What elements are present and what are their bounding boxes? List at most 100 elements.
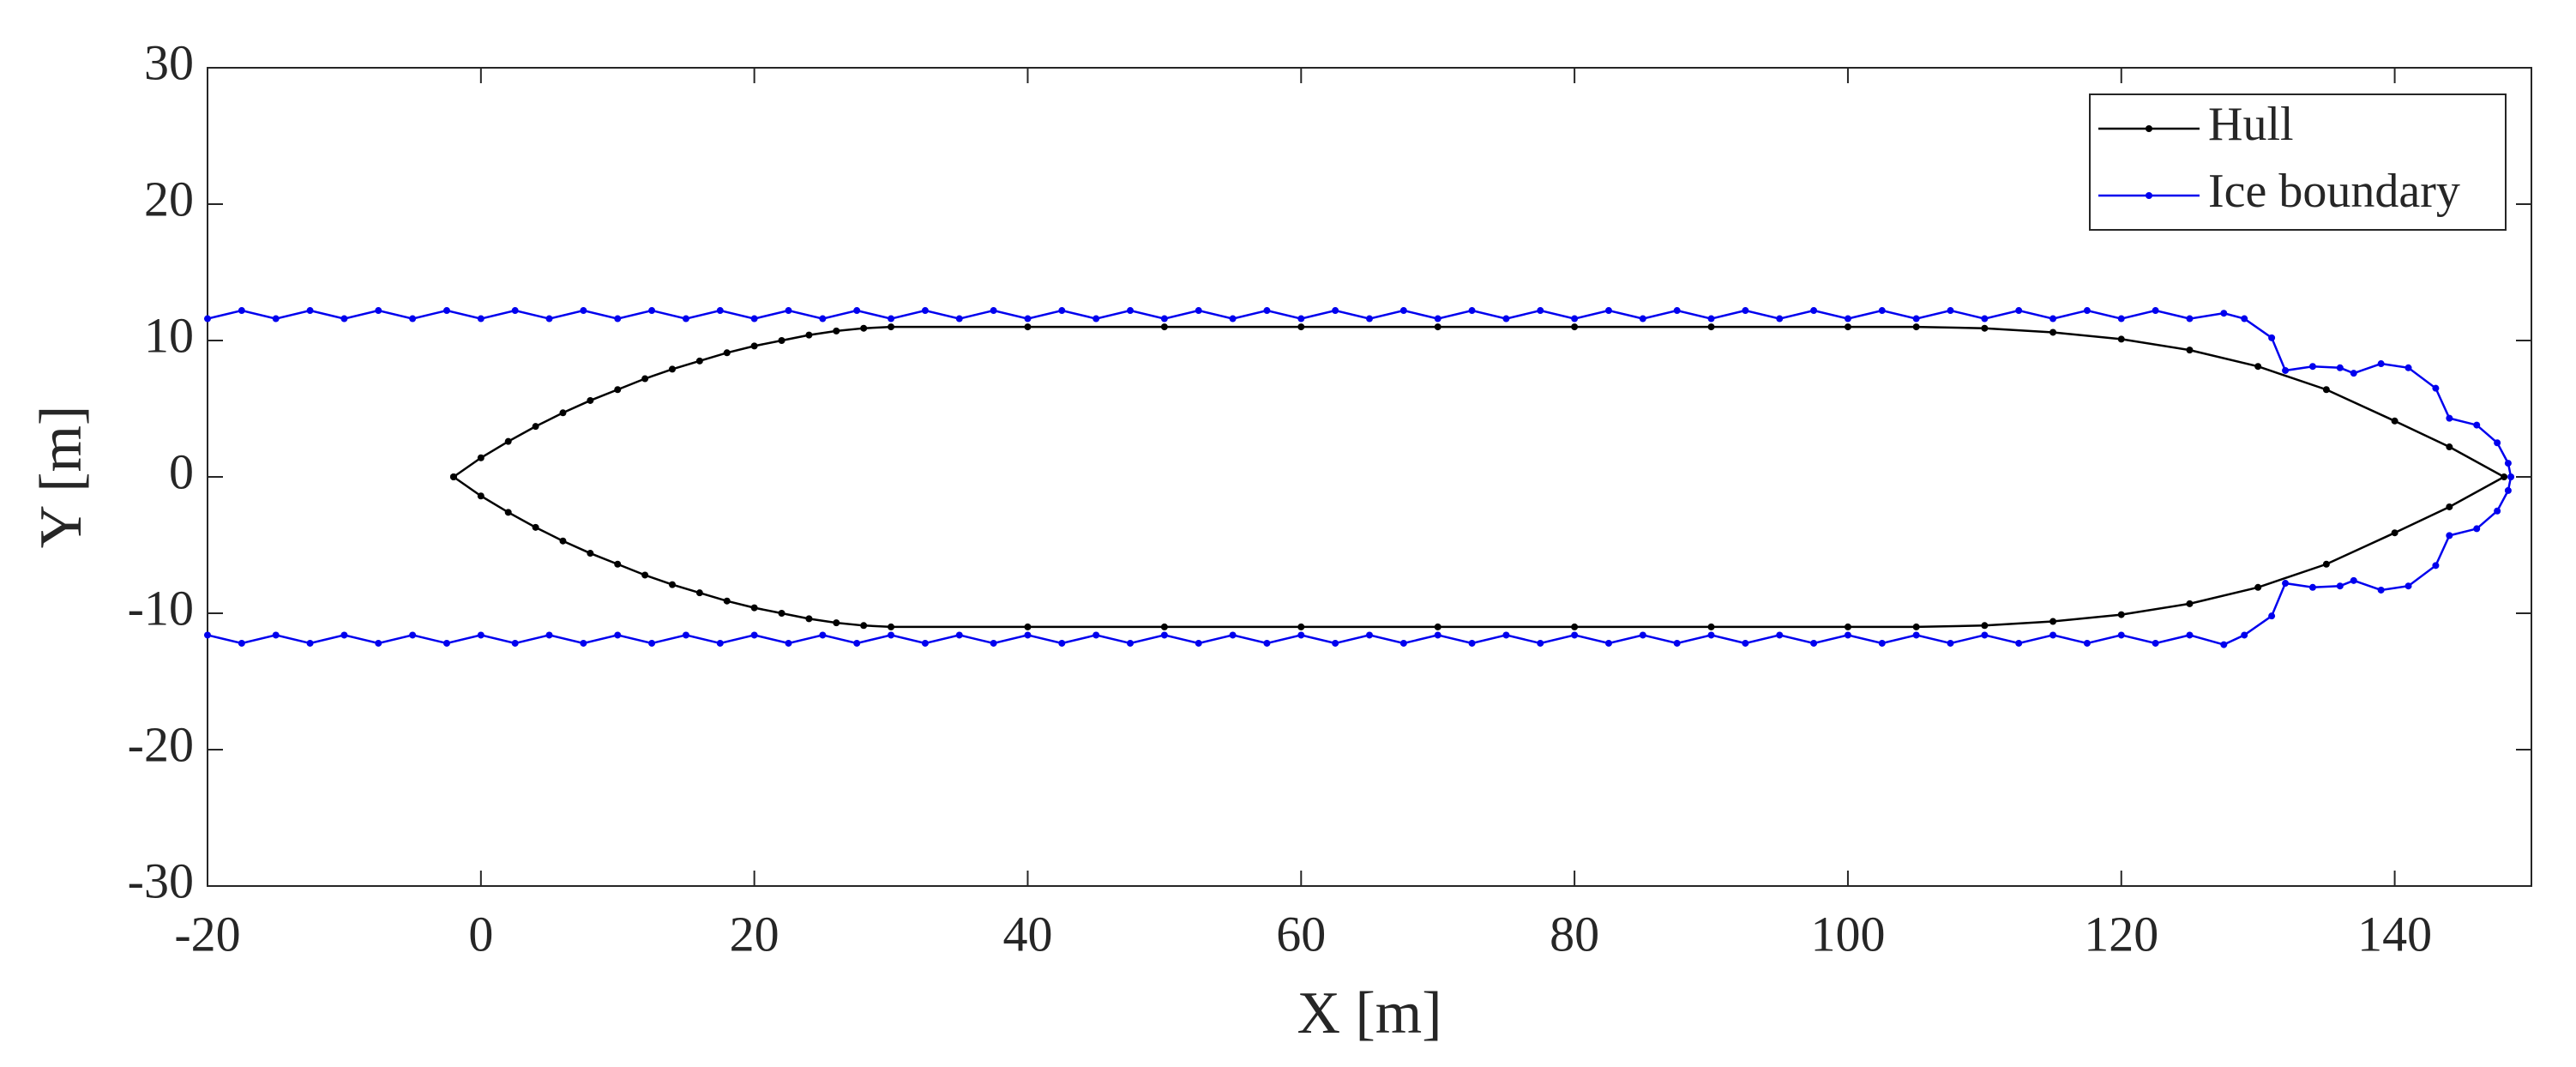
data-point bbox=[1673, 639, 1681, 647]
data-point bbox=[750, 604, 758, 612]
data-point bbox=[1229, 631, 1237, 639]
data-point bbox=[695, 357, 703, 365]
data-point bbox=[238, 639, 245, 647]
x-tick-label: 0 bbox=[468, 906, 493, 962]
data-point bbox=[1058, 639, 1066, 647]
data-point bbox=[1263, 639, 1271, 647]
data-point bbox=[511, 639, 519, 647]
data-point bbox=[921, 639, 929, 647]
data-point bbox=[1332, 639, 1339, 647]
data-point bbox=[2322, 386, 2330, 394]
data-point bbox=[1127, 307, 1135, 315]
data-point bbox=[1434, 631, 1441, 639]
data-point bbox=[682, 315, 689, 323]
data-point bbox=[511, 307, 519, 315]
data-point bbox=[1434, 315, 1441, 323]
data-point bbox=[306, 307, 314, 315]
data-point bbox=[1742, 307, 1749, 315]
data-point bbox=[2254, 363, 2262, 371]
data-point bbox=[1639, 631, 1646, 639]
data-point bbox=[853, 639, 861, 647]
data-point bbox=[2186, 347, 2194, 354]
data-point bbox=[1366, 631, 1373, 639]
data-point bbox=[2507, 473, 2515, 480]
legend-label: Hull bbox=[2208, 98, 2294, 151]
data-point bbox=[2336, 582, 2344, 590]
data-point bbox=[1229, 315, 1237, 323]
data-point bbox=[375, 639, 382, 647]
data-point bbox=[1297, 315, 1305, 323]
x-tick-label: 80 bbox=[1550, 906, 1599, 962]
data-point bbox=[409, 315, 417, 323]
plot-frame bbox=[207, 67, 2532, 887]
data-point bbox=[669, 365, 676, 373]
data-point bbox=[2446, 443, 2453, 451]
data-point bbox=[1399, 307, 1407, 315]
data-point bbox=[545, 315, 553, 323]
data-point bbox=[695, 589, 703, 597]
data-point bbox=[785, 639, 792, 647]
data-point bbox=[648, 639, 656, 647]
data-point bbox=[1604, 307, 1612, 315]
data-point bbox=[716, 307, 724, 315]
data-point bbox=[1024, 323, 1032, 331]
data-point bbox=[1434, 623, 1441, 630]
data-point bbox=[1537, 639, 1544, 647]
data-point bbox=[2501, 473, 2508, 480]
data-point bbox=[1707, 315, 1715, 323]
data-point bbox=[614, 631, 622, 639]
x-tick-label: 40 bbox=[1002, 906, 1052, 962]
data-point bbox=[1571, 623, 1579, 630]
x-tick-label: 20 bbox=[730, 906, 779, 962]
data-point bbox=[2049, 315, 2057, 323]
data-point bbox=[819, 315, 827, 323]
data-point bbox=[955, 315, 963, 323]
data-point bbox=[1707, 323, 1715, 331]
data-point bbox=[888, 323, 895, 331]
data-point bbox=[1776, 315, 1784, 323]
data-point bbox=[1195, 639, 1202, 647]
data-point bbox=[2308, 363, 2316, 371]
data-point bbox=[2350, 576, 2357, 584]
data-point bbox=[2377, 360, 2385, 368]
data-point bbox=[921, 307, 929, 315]
y-tick-label: 0 bbox=[169, 443, 194, 499]
data-point bbox=[1981, 315, 1989, 323]
data-point bbox=[990, 307, 997, 315]
data-point bbox=[532, 523, 539, 531]
data-point bbox=[1947, 639, 1954, 647]
data-point bbox=[2268, 334, 2276, 341]
data-point bbox=[614, 386, 622, 394]
data-point bbox=[2494, 439, 2501, 447]
data-point bbox=[1399, 639, 1407, 647]
data-point bbox=[2268, 612, 2276, 620]
x-tick-label: 100 bbox=[1810, 906, 1885, 962]
data-point bbox=[860, 622, 868, 630]
data-point bbox=[532, 423, 539, 431]
data-point bbox=[2220, 641, 2228, 648]
data-point bbox=[1742, 639, 1749, 647]
data-point bbox=[1844, 631, 1851, 639]
data-point bbox=[2049, 329, 2057, 336]
data-point bbox=[2282, 580, 2290, 588]
data-point bbox=[442, 639, 450, 647]
data-point bbox=[2117, 315, 2125, 323]
data-point bbox=[409, 631, 417, 639]
data-point bbox=[580, 639, 587, 647]
data-point bbox=[888, 623, 895, 630]
data-point bbox=[1332, 307, 1339, 315]
data-point bbox=[2494, 507, 2501, 515]
data-point bbox=[1571, 315, 1579, 323]
data-point bbox=[1810, 639, 1818, 647]
data-point bbox=[204, 315, 211, 323]
data-point bbox=[1571, 323, 1579, 331]
data-point bbox=[1707, 631, 1715, 639]
data-point bbox=[2049, 618, 2057, 625]
data-point bbox=[1981, 631, 1989, 639]
x-tick-label: -20 bbox=[174, 906, 240, 962]
data-point bbox=[2504, 486, 2512, 494]
data-point bbox=[1024, 623, 1032, 630]
data-point bbox=[1912, 323, 1920, 331]
data-point bbox=[785, 307, 792, 315]
data-point bbox=[1571, 631, 1579, 639]
